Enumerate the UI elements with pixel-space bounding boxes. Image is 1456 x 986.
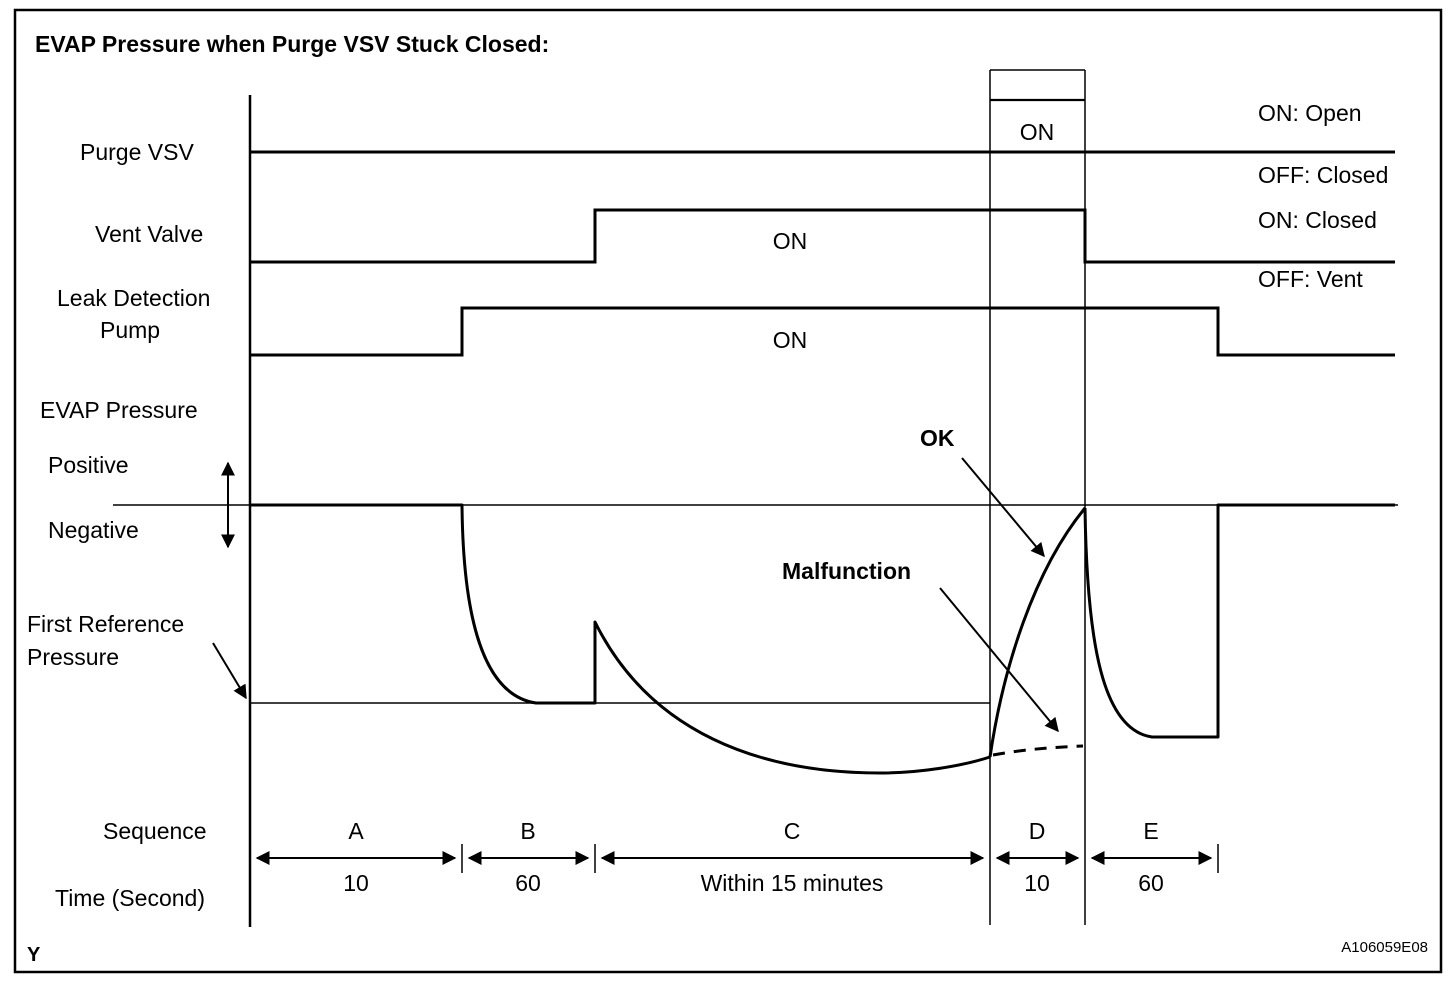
segment-d-box: [989, 69, 1086, 925]
evap-pressure-waveform: [250, 503, 991, 775]
time-e-value: 60: [1138, 870, 1164, 896]
time-a-value: 10: [343, 870, 369, 896]
page-title: EVAP Pressure when Purge VSV Stuck Close…: [35, 31, 549, 57]
leak-pump-on-label: ON: [773, 327, 808, 353]
legend-vent-off: OFF: Vent: [1258, 266, 1363, 292]
time-b-value: 60: [515, 870, 541, 896]
ok-pressure-curve: [988, 507, 1087, 758]
leak-pump-label-line1: Leak Detection: [57, 285, 210, 311]
malfunction-pointer-arrow-icon: [939, 587, 1059, 733]
ok-label: OK: [920, 425, 955, 451]
first-reference-pointer-arrow-icon: [212, 642, 247, 700]
sequence-b-label: B: [520, 818, 535, 844]
legend-purge-on: ON: Open: [1258, 100, 1362, 126]
figure-code: A106059E08: [1341, 939, 1428, 956]
evap-pressure-waveform-e: [1083, 503, 1395, 739]
leak-pump-signal: [250, 306, 1395, 357]
legend-purge-off: OFF: Closed: [1258, 162, 1388, 188]
positive-label: Positive: [48, 452, 129, 478]
purge-vsv-on-label: ON: [1020, 119, 1055, 145]
sequence-c-label: C: [784, 818, 801, 844]
sequence-a-label: A: [348, 818, 364, 844]
malfunction-label: Malfunction: [782, 558, 911, 584]
vent-valve-label: Vent Valve: [95, 221, 203, 247]
legend-vent-on: ON: Closed: [1258, 207, 1377, 233]
vent-valve-on-label: ON: [773, 228, 808, 254]
purge-vsv-label: Purge VSV: [80, 139, 194, 165]
sequence-d-label: D: [1029, 818, 1046, 844]
first-reference-label-line2: Pressure: [27, 644, 119, 670]
time-row-label: Time (Second): [55, 885, 205, 911]
sequence-boundary-ticks: [461, 844, 1219, 873]
evap-pressure-label: EVAP Pressure: [40, 397, 198, 423]
time-d-value: 10: [1024, 870, 1050, 896]
malfunction-pressure-curve: [992, 744, 1084, 757]
sequence-e-label: E: [1143, 818, 1158, 844]
ok-pointer-arrow-icon: [961, 457, 1045, 558]
footer-y-marker: Y: [27, 944, 41, 966]
sequence-row-label: Sequence: [103, 818, 207, 844]
leak-pump-label-line2: Pump: [100, 317, 160, 343]
diagram-border: [13, 8, 1443, 974]
time-c-value: Within 15 minutes: [701, 870, 884, 896]
vent-valve-signal: [250, 208, 1395, 264]
negative-label: Negative: [48, 517, 139, 543]
first-reference-label-line1: First Reference: [27, 611, 184, 637]
